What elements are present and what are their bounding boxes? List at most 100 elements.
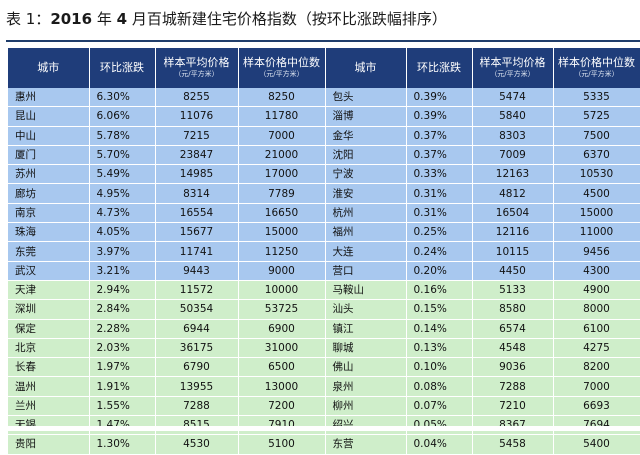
header-change: 环比涨跌 — [406, 48, 473, 88]
header-median-price: 样本价格中位数 （元/平方米） — [238, 48, 326, 88]
median-price-cell: 8000 — [553, 299, 640, 320]
avg-price-cell: 8314 — [155, 183, 239, 204]
change-cell: 0.39% — [406, 88, 473, 108]
table-row: 中山 5.78% 7215 7000 金华 0.37% 8303 7500 — [8, 126, 640, 146]
table-row: 兰州 1.55% 7288 7200 柳州 0.07% 7210 6693 — [8, 396, 640, 417]
city-cell: 柳州 — [325, 396, 407, 417]
change-cell: 3.97% — [89, 241, 156, 262]
city-cell: 南京 — [8, 203, 90, 224]
change-cell: 5.70% — [89, 145, 156, 166]
median-price-cell: 4900 — [553, 280, 640, 301]
table-row: 北京 2.03% 36175 31000 聊城 0.13% 4548 4275 — [8, 338, 640, 359]
table-row: 南京 4.73% 16554 16650 杭州 0.31% 16504 15000 — [8, 203, 640, 224]
header-city: 城市 — [325, 48, 407, 88]
city-cell: 天津 — [8, 280, 90, 301]
avg-price-cell: 14985 — [155, 164, 239, 185]
avg-price-cell: 5133 — [472, 280, 554, 301]
avg-price-cell: 23847 — [155, 145, 239, 166]
avg-price-cell: 5458 — [472, 434, 554, 455]
median-price-cell: 10000 — [238, 280, 326, 301]
city-cell: 聊城 — [325, 338, 407, 359]
avg-price-cell: 8303 — [472, 126, 554, 146]
avg-price-cell: 7288 — [472, 376, 554, 397]
avg-price-cell: 12116 — [472, 222, 554, 243]
median-price-cell: 10530 — [553, 164, 640, 185]
table-row: 苏州 5.49% 14985 17000 宁波 0.33% 12163 10530 — [8, 164, 640, 185]
change-cell: 0.31% — [406, 203, 473, 224]
avg-price-cell: 6790 — [155, 357, 239, 378]
median-price-cell: 7000 — [238, 126, 326, 146]
avg-price-cell: 10115 — [472, 241, 554, 262]
change-cell: 3.21% — [89, 261, 156, 281]
table-body: 惠州 6.30% 8255 8250 包头 0.39% 5474 5335 昆山 6.06% 110… — [8, 88, 640, 455]
avg-price-cell: 5840 — [472, 106, 554, 127]
change-cell: 4.05% — [89, 222, 156, 243]
avg-price-cell: 4812 — [472, 183, 554, 204]
city-cell: 马鞍山 — [325, 280, 407, 301]
city-cell: 保定 — [8, 319, 90, 339]
median-price-cell: 7200 — [238, 396, 326, 417]
change-cell: 0.37% — [406, 145, 473, 166]
change-cell: 2.94% — [89, 280, 156, 301]
city-cell: 镇江 — [325, 319, 407, 339]
median-price-cell: 11250 — [238, 241, 326, 262]
avg-price-cell: 16554 — [155, 203, 239, 224]
city-cell: 大连 — [325, 241, 407, 262]
avg-price-cell: 4548 — [472, 338, 554, 359]
change-cell: 0.16% — [406, 280, 473, 301]
table-row: 保定 2.28% 6944 6900 镇江 0.14% 6574 6100 — [8, 319, 640, 339]
city-cell: 北京 — [8, 338, 90, 359]
change-cell: 0.39% — [406, 106, 473, 127]
avg-price-cell: 16504 — [472, 203, 554, 224]
city-cell: 惠州 — [8, 88, 90, 108]
city-cell: 佛山 — [325, 357, 407, 378]
median-price-cell: 8250 — [238, 88, 326, 108]
median-price-cell: 17000 — [238, 164, 326, 185]
change-cell: 5.78% — [89, 126, 156, 146]
change-cell: 0.04% — [406, 434, 473, 455]
median-price-cell: 6370 — [553, 145, 640, 166]
avg-price-cell: 7215 — [155, 126, 239, 146]
median-price-cell: 5100 — [238, 434, 326, 455]
median-price-cell: 5400 — [553, 434, 640, 455]
median-price-cell: 6500 — [238, 357, 326, 378]
change-cell: 0.25% — [406, 222, 473, 243]
city-cell: 厦门 — [8, 145, 90, 166]
avg-price-cell: 50354 — [155, 299, 239, 320]
city-cell: 福州 — [325, 222, 407, 243]
median-price-cell: 7789 — [238, 183, 326, 204]
median-price-cell: 4300 — [553, 261, 640, 281]
median-price-cell: 4500 — [553, 183, 640, 204]
median-price-cell: 4275 — [553, 338, 640, 359]
median-price-cell: 16650 — [238, 203, 326, 224]
avg-price-cell: 15677 — [155, 222, 239, 243]
change-cell: 2.03% — [89, 338, 156, 359]
table-row: 厦门 5.70% 23847 21000 沈阳 0.37% 7009 6370 — [8, 145, 640, 166]
change-cell: 1.30% — [89, 434, 156, 455]
avg-price-cell: 12163 — [472, 164, 554, 185]
median-price-cell: 9456 — [553, 241, 640, 262]
change-cell: 6.30% — [89, 88, 156, 108]
city-cell: 营口 — [325, 261, 407, 281]
change-cell: 0.08% — [406, 376, 473, 397]
median-price-cell: 15000 — [553, 203, 640, 224]
city-cell: 昆山 — [8, 106, 90, 127]
change-cell: 0.31% — [406, 183, 473, 204]
avg-price-cell: 11076 — [155, 106, 239, 127]
change-cell: 2.84% — [89, 299, 156, 320]
avg-price-cell: 11741 — [155, 241, 239, 262]
table-row: 珠海 4.05% 15677 15000 福州 0.25% 12116 11000 — [8, 222, 640, 243]
change-cell: 6.06% — [89, 106, 156, 127]
change-cell: 1.97% — [89, 357, 156, 378]
avg-price-cell: 7210 — [472, 396, 554, 417]
table-row: 武汉 3.21% 9443 9000 营口 0.20% 4450 4300 — [8, 261, 640, 281]
median-price-cell: 13000 — [238, 376, 326, 397]
median-price-cell: 15000 — [238, 222, 326, 243]
median-price-cell: 21000 — [238, 145, 326, 166]
table-row: 东莞 3.97% 11741 11250 大连 0.24% 10115 9456 — [8, 241, 640, 262]
header-city: 城市 — [8, 48, 90, 88]
city-cell: 兰州 — [8, 396, 90, 417]
title-rule — [6, 40, 640, 42]
header-median-price: 样本价格中位数 （元/平方米） — [553, 48, 640, 88]
header-avg-price: 样本平均价格 （元/平方米） — [472, 48, 554, 88]
